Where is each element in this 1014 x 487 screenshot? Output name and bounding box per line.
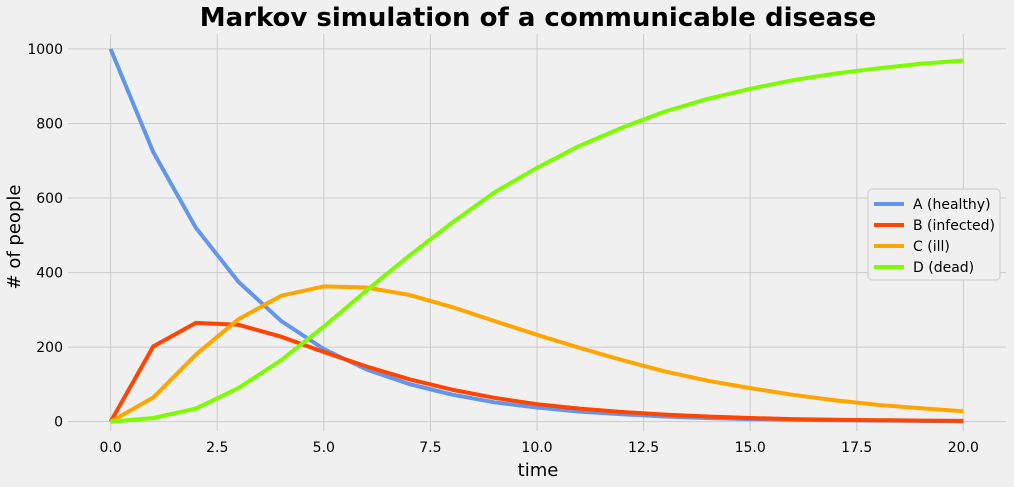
legend-frame bbox=[867, 188, 1001, 281]
legend-label: D (dead) bbox=[913, 260, 974, 276]
series-lines bbox=[108, 48, 964, 424]
y-axis-label: # of people bbox=[4, 185, 25, 290]
x-tick-label: 5.0 bbox=[313, 440, 335, 456]
legend-label: B (infected) bbox=[913, 218, 995, 234]
x-tick-label: 0.0 bbox=[100, 440, 122, 456]
series-line-b bbox=[108, 320, 964, 423]
x-tick-label: 17.5 bbox=[841, 440, 872, 456]
x-tick-label: 2.5 bbox=[206, 440, 228, 456]
y-tick-label: 400 bbox=[36, 266, 63, 282]
y-tick-label: 1000 bbox=[27, 42, 63, 58]
y-tick-label: 200 bbox=[36, 340, 63, 356]
y-tick-label: 600 bbox=[36, 191, 63, 207]
legend-label: C (ill) bbox=[913, 239, 950, 255]
chart-title: Markov simulation of a communicable dise… bbox=[200, 3, 877, 33]
series-line-d bbox=[110, 58, 964, 424]
x-tick-label: 15.0 bbox=[735, 440, 766, 456]
x-axis-label: time bbox=[518, 460, 559, 481]
y-axis-ticks: 0 200 400 600 800 1000 bbox=[27, 42, 63, 431]
series-line-c bbox=[109, 284, 964, 424]
x-tick-label: 10.0 bbox=[521, 440, 552, 456]
x-tick-label: 20.0 bbox=[948, 440, 979, 456]
y-tick-label: 0 bbox=[54, 415, 63, 431]
x-tick-label: 7.5 bbox=[419, 440, 441, 456]
legend-label: A (healthy) bbox=[913, 197, 991, 213]
x-tick-label: 12.5 bbox=[628, 440, 659, 456]
legend: A (healthy) B (infected) C (ill) D (dead) bbox=[867, 188, 1001, 281]
x-axis-ticks: 0.0 2.5 5.0 7.5 10.0 12.5 15.0 17.5 20.0 bbox=[100, 440, 979, 456]
y-tick-label: 800 bbox=[36, 116, 63, 132]
